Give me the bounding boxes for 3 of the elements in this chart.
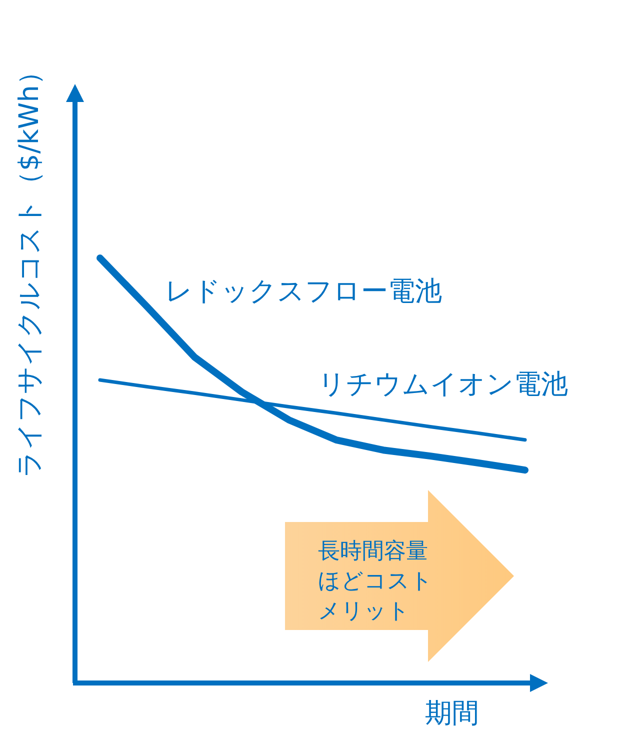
xlabel: 期間 <box>425 698 479 729</box>
ylabel: ライフサイクルコスト（$/kWh） <box>14 58 45 478</box>
annotation: 長時間容量ほどコストメリット <box>318 539 433 624</box>
